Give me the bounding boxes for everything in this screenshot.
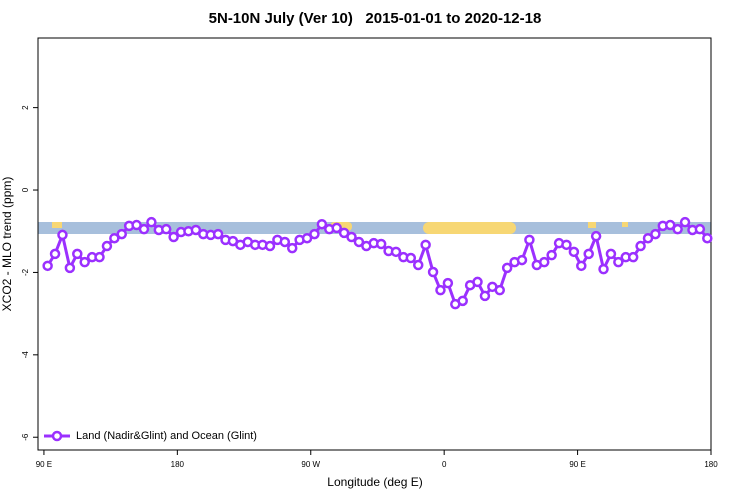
y-tick-label: 0 <box>21 187 30 192</box>
data-point <box>116 228 128 240</box>
data-point <box>494 284 506 296</box>
data-point <box>420 239 431 251</box>
data-point <box>590 230 602 242</box>
data-point <box>49 248 61 260</box>
y-tick-label: 2 <box>21 105 30 110</box>
data-point <box>338 227 350 239</box>
data-point <box>479 290 491 302</box>
data-point <box>694 223 706 235</box>
x-tick-label: 90 W <box>301 460 320 469</box>
data-point <box>72 248 83 260</box>
data-point <box>457 295 468 307</box>
data-point <box>331 222 342 234</box>
legend-marker <box>51 430 63 442</box>
data-point <box>442 277 454 289</box>
x-axis-label: Longitude (deg E) <box>327 475 422 489</box>
data-point <box>568 246 580 258</box>
x-tick-label: 0 <box>442 460 447 469</box>
data-point <box>501 262 513 274</box>
data-point <box>57 229 68 241</box>
data-point <box>664 219 676 231</box>
data-point <box>94 251 105 263</box>
plot-frame <box>37 37 712 451</box>
data-point <box>390 246 402 258</box>
x-tick-label: 90 E <box>36 460 52 469</box>
data-point <box>598 263 609 275</box>
data-point <box>561 239 572 251</box>
data-point <box>42 260 53 272</box>
data-point <box>583 248 594 260</box>
data-point <box>679 216 691 228</box>
data-point <box>472 276 483 288</box>
data-point <box>412 259 424 271</box>
x-tick-label: 180 <box>704 460 718 469</box>
data-point <box>435 284 446 296</box>
data-point <box>64 262 76 274</box>
data-point <box>79 256 90 268</box>
y-tick-label: -4 <box>21 351 30 359</box>
data-point <box>212 228 224 240</box>
data-point <box>613 256 624 268</box>
data-point <box>146 216 157 228</box>
data-point <box>286 242 298 254</box>
data-point <box>405 252 417 264</box>
data-point <box>316 218 328 230</box>
x-tick-label: 90 E <box>569 460 585 469</box>
data-point <box>190 224 202 236</box>
data-point <box>101 240 113 252</box>
data-point <box>427 266 439 278</box>
data-point <box>138 223 150 235</box>
data-point <box>131 219 142 231</box>
data-point <box>279 236 291 248</box>
data-point <box>650 228 661 240</box>
data-point <box>168 231 179 243</box>
data-point <box>635 240 646 252</box>
data-point <box>642 232 654 244</box>
data-point <box>576 260 587 272</box>
data-point <box>109 232 120 244</box>
chart-title: 5N-10N July (Ver 10) 2015-01-01 to 2020-… <box>209 10 542 27</box>
data-point <box>264 240 276 252</box>
data-point <box>516 254 528 266</box>
data-point <box>160 223 172 235</box>
legend: Land (Nadir&Glint) and Ocean (Glint) <box>44 430 257 442</box>
data-point <box>672 223 683 235</box>
data-point <box>353 236 365 248</box>
data-point <box>301 232 313 244</box>
y-axis-label: XCO2 - MLO trend (ppm) <box>0 177 14 312</box>
y-tick-label: -6 <box>21 433 30 441</box>
x-tick-label: 180 <box>171 460 185 469</box>
data-point <box>546 249 557 261</box>
data-point <box>309 228 320 240</box>
series-line <box>46 220 709 307</box>
data-point <box>627 251 639 263</box>
data-point <box>375 238 387 250</box>
data-point <box>524 234 535 246</box>
legend-label: Land (Nadir&Glint) and Ocean (Glint) <box>76 430 257 442</box>
data-point <box>346 231 357 243</box>
data-point <box>605 248 617 260</box>
y-tick-label: -2 <box>21 268 30 276</box>
data-point <box>702 232 713 244</box>
data-point <box>538 256 550 268</box>
